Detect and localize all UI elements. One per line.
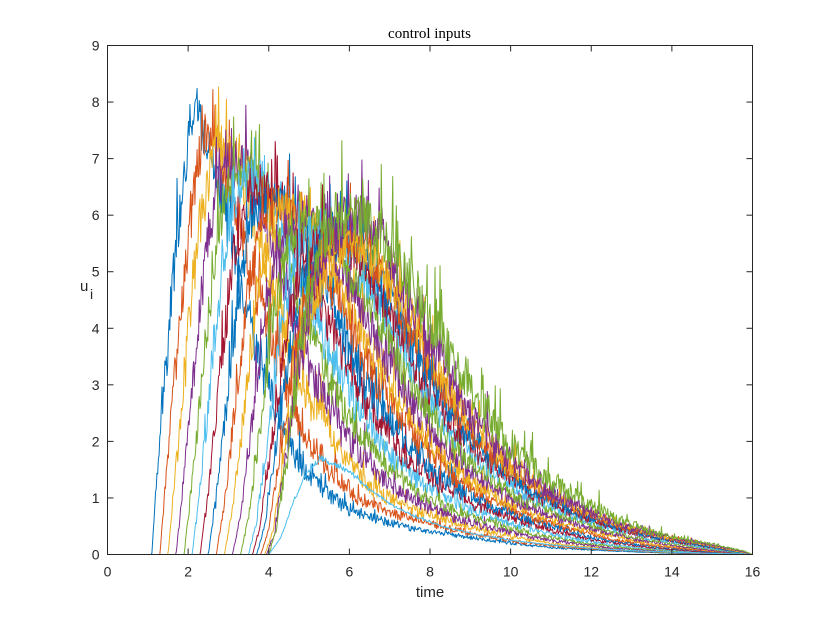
y-tick-label: 9 bbox=[92, 38, 100, 54]
x-tick-label: 8 bbox=[426, 564, 434, 580]
y-tick-label: 1 bbox=[92, 490, 100, 506]
y-tick-label: 5 bbox=[92, 264, 100, 280]
series-line bbox=[107, 88, 753, 555]
x-tick-label: 4 bbox=[265, 564, 273, 580]
series-line bbox=[107, 87, 753, 555]
y-tick-label: 4 bbox=[92, 320, 100, 336]
chart-title: control inputs bbox=[388, 26, 471, 42]
series-line bbox=[107, 140, 753, 555]
series-line bbox=[107, 137, 753, 555]
y-tick-label: 0 bbox=[92, 547, 100, 563]
y-tick-label: 3 bbox=[92, 377, 100, 393]
x-tick-label: 6 bbox=[345, 564, 353, 580]
x-tick-label: 12 bbox=[583, 564, 599, 580]
x-tick-label: 16 bbox=[745, 564, 761, 580]
x-tick-label: 0 bbox=[104, 564, 112, 580]
y-tick-label: 2 bbox=[92, 433, 100, 449]
x-tick-label: 14 bbox=[664, 564, 680, 580]
x-tick-label: 10 bbox=[503, 564, 519, 580]
x-axis-label: time bbox=[416, 584, 444, 601]
y-axis-label-subscript: i bbox=[90, 286, 93, 302]
y-tick-label: 6 bbox=[92, 207, 100, 223]
y-axis-label: u bbox=[80, 278, 88, 295]
x-tick-label: 2 bbox=[184, 564, 192, 580]
y-tick-label: 7 bbox=[92, 151, 100, 167]
y-tick-label: 8 bbox=[92, 94, 100, 110]
